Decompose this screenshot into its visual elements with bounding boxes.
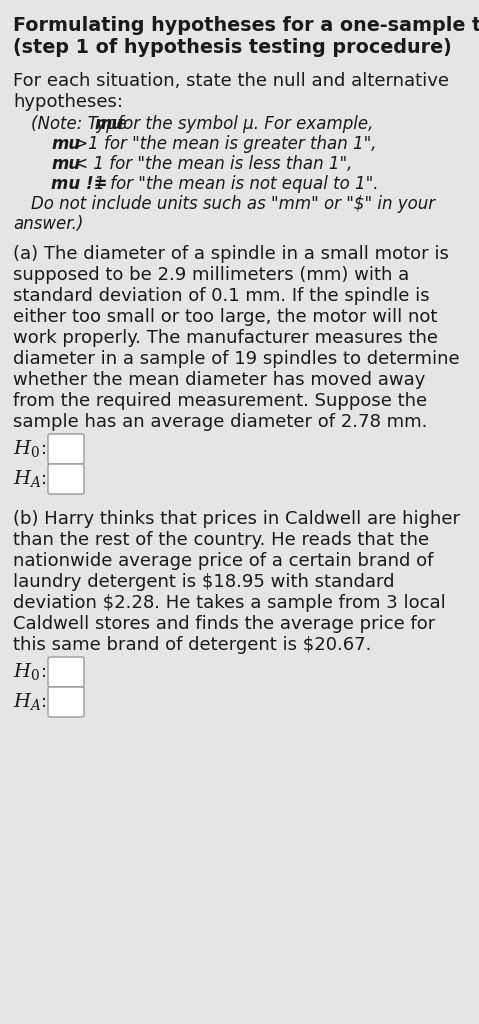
Text: :: : — [41, 693, 47, 711]
Text: supposed to be 2.9 millimeters (mm) with a: supposed to be 2.9 millimeters (mm) with… — [13, 266, 409, 284]
Text: for the symbol μ. For example,: for the symbol μ. For example, — [112, 115, 373, 133]
Text: whether the mean diameter has moved away: whether the mean diameter has moved away — [13, 371, 425, 389]
Text: mu: mu — [94, 115, 123, 133]
FancyBboxPatch shape — [48, 464, 84, 494]
FancyBboxPatch shape — [48, 434, 84, 464]
Text: (b) Harry thinks that prices in Caldwell are higher: (b) Harry thinks that prices in Caldwell… — [13, 510, 460, 528]
Text: Formulating hypotheses for a one-sample t-test: Formulating hypotheses for a one-sample … — [13, 16, 479, 35]
Text: nationwide average price of a certain brand of: nationwide average price of a certain br… — [13, 552, 433, 570]
Text: sample has an average diameter of 2.78 mm.: sample has an average diameter of 2.78 m… — [13, 413, 427, 431]
Text: Caldwell stores and finds the average price for: Caldwell stores and finds the average pr… — [13, 615, 435, 633]
Text: work properly. The manufacturer measures the: work properly. The manufacturer measures… — [13, 329, 438, 347]
Text: from the required measurement. Suppose the: from the required measurement. Suppose t… — [13, 392, 427, 410]
FancyBboxPatch shape — [48, 657, 84, 687]
Text: standard deviation of 0.1 mm. If the spindle is: standard deviation of 0.1 mm. If the spi… — [13, 287, 430, 305]
Text: than the rest of the country. He reads that the: than the rest of the country. He reads t… — [13, 531, 429, 549]
Text: (a) The diameter of a spindle in a small motor is: (a) The diameter of a spindle in a small… — [13, 245, 449, 263]
Text: For each situation, state the null and alternative: For each situation, state the null and a… — [13, 72, 449, 90]
Text: 1 for "the mean is not equal to 1".: 1 for "the mean is not equal to 1". — [89, 175, 378, 193]
Text: laundry detergent is $18.95 with standard: laundry detergent is $18.95 with standar… — [13, 573, 395, 591]
Text: $H_0$: $H_0$ — [13, 662, 40, 682]
Text: $H_A$: $H_A$ — [13, 468, 42, 489]
Text: < 1 for "the mean is less than 1",: < 1 for "the mean is less than 1", — [69, 155, 353, 173]
Text: this same brand of detergent is $20.67.: this same brand of detergent is $20.67. — [13, 636, 371, 654]
Text: :: : — [41, 470, 47, 488]
Text: $H_0$: $H_0$ — [13, 438, 40, 459]
FancyBboxPatch shape — [48, 687, 84, 717]
Text: Do not include units such as "mm" or "$" in your: Do not include units such as "mm" or "$"… — [31, 195, 435, 213]
Text: diameter in a sample of 19 spindles to determine: diameter in a sample of 19 spindles to d… — [13, 350, 460, 368]
Text: (Note: Type: (Note: Type — [31, 115, 132, 133]
Text: hypotheses:: hypotheses: — [13, 93, 123, 111]
Text: answer.): answer.) — [13, 215, 83, 233]
Text: :: : — [41, 663, 47, 681]
Text: deviation $2.28. He takes a sample from 3 local: deviation $2.28. He takes a sample from … — [13, 594, 446, 612]
Text: (step 1 of hypothesis testing procedure): (step 1 of hypothesis testing procedure) — [13, 38, 452, 57]
Text: :: : — [41, 440, 47, 458]
Text: $H_A$: $H_A$ — [13, 691, 42, 712]
Text: mu: mu — [51, 135, 80, 153]
Text: mu: mu — [51, 155, 80, 173]
Text: mu !=: mu != — [51, 175, 107, 193]
Text: either too small or too large, the motor will not: either too small or too large, the motor… — [13, 308, 437, 326]
Text: >1 for "the mean is greater than 1",: >1 for "the mean is greater than 1", — [69, 135, 376, 153]
